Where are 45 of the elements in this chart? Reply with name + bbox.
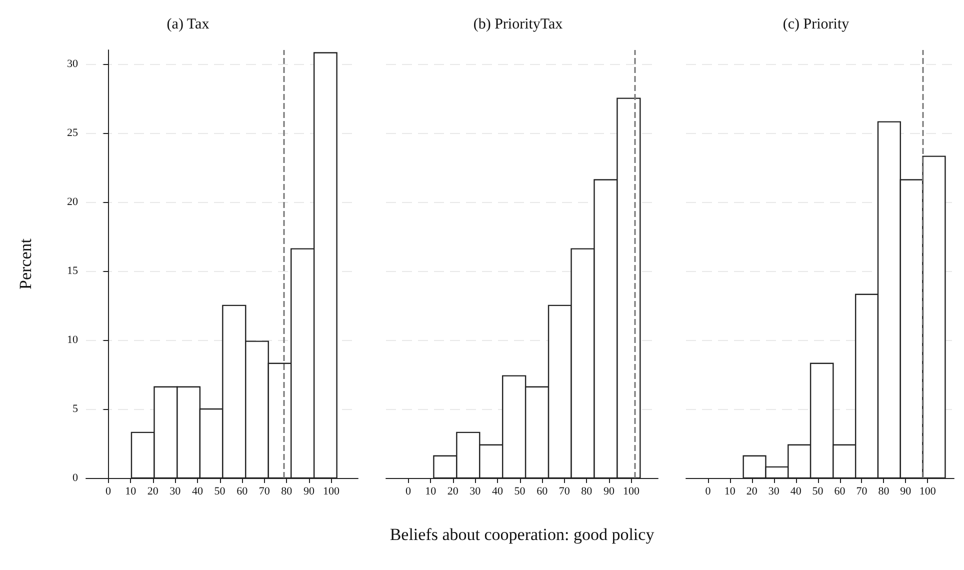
chart-title: (a) Tax [166,16,210,32]
y-axis-title: Percent [16,238,35,290]
x-tick-label: 50 [214,486,226,498]
x-tick-label: 10 [425,486,437,498]
x-tick-label: 100 [322,486,340,498]
x-tick-label: 30 [170,486,182,498]
x-tick-label: 10 [125,486,137,498]
x-tick-label: 70 [258,486,270,498]
x-tick-label: 80 [878,486,890,498]
x-tick-label: 100 [622,486,640,498]
y-tick-label: 20 [67,196,78,208]
x-tick-label: 40 [790,486,802,498]
chart-title: (c) Priority [782,16,850,32]
x-tick-label: 90 [900,486,912,498]
x-tick-label: 70 [856,486,868,498]
x-tick-label: 100 [919,486,936,498]
x-tick-label: 80 [281,486,293,498]
x-tick-label: 10 [724,486,736,498]
y-tick-label: 0 [72,472,78,484]
x-tick-label: 50 [812,486,824,498]
x-tick-label: 20 [147,486,159,498]
x-tick-label: 90 [603,486,615,498]
x-tick-label: 90 [303,486,315,498]
x-axis-title: Beliefs about cooperation: good policy [390,525,655,544]
x-tick-label: 60 [834,486,846,498]
x-tick-label: 40 [192,486,204,498]
x-tick-label: 30 [768,486,780,498]
x-tick-label: 30 [470,486,482,498]
x-tick-label: 80 [581,486,593,498]
y-tick-label: 5 [72,402,78,415]
y-tick-label: 25 [67,126,78,139]
x-tick-label: 60 [536,486,548,498]
y-tick-label: 30 [67,58,78,70]
x-tick-label: 20 [746,486,758,498]
x-tick-label: 60 [236,486,248,498]
x-tick-label: 50 [514,486,526,498]
x-tick-label: 0 [705,486,712,498]
chart-title: (b) PriorityTax [473,16,564,32]
x-tick-label: 70 [558,486,570,498]
y-tick-label: 10 [67,334,78,346]
y-tick-label: 15 [67,264,78,277]
x-tick-label: 0 [406,486,412,498]
x-tick-label: 40 [492,486,504,498]
x-tick-label: 20 [447,486,459,498]
x-tick-label: 0 [106,486,112,498]
